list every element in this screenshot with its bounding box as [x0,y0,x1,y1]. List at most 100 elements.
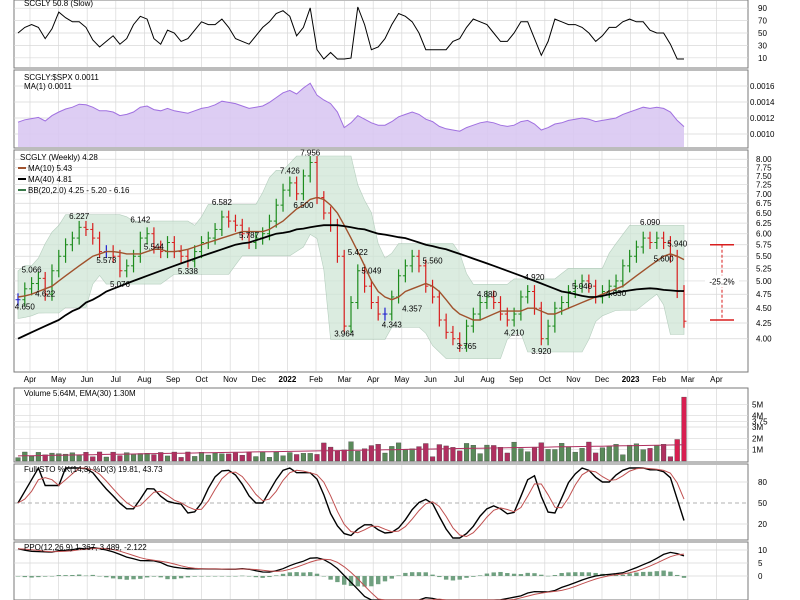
ppo-label: PPO(12,26,9) 1.367, 3.489, -2.122 [24,543,147,552]
ppo-histogram-bar [144,576,150,578]
x-axis-tick-label: Sep [509,375,524,384]
price-annotation: 6.227 [69,212,90,221]
ppo-histogram-bar [151,576,157,577]
volume-bar [477,453,483,462]
ppo-histogram-bar [185,576,191,578]
volume-bar [56,453,62,462]
volume-bar [633,443,639,462]
volume-bar [491,445,497,462]
price-tick-label: 4.50 [756,304,772,313]
volume-bar [430,456,436,462]
price-annotation: 4.880 [477,290,498,299]
price-annotation: 3.765 [457,342,478,351]
x-axis-tick-label: Jul [454,375,464,384]
volume-tick-label: 2M [752,434,763,443]
volume-bar [620,454,626,462]
ppo-histogram-bar [457,576,462,580]
volume-bar [334,450,340,462]
ppo-histogram-bar [76,574,82,576]
volume-bar [586,441,592,462]
x-axis-tick-label: May [51,375,66,384]
price-annotation: 5.787 [239,231,260,240]
volume-bar [409,448,415,462]
price-annotation: 4.357 [402,304,423,313]
x-axis-tick-label: Apr [24,375,37,384]
volume-bar [559,443,565,462]
price-tick-label: 7.00 [756,190,772,199]
ppo-histogram-bar [396,575,401,576]
price-tick-label: 6.25 [756,219,772,228]
volume-bar [63,453,69,462]
price-annotation: 6.582 [212,198,233,207]
volume-bar [300,453,306,462]
relative-line [17,82,685,132]
ppo-histogram-bar [416,572,422,576]
volume-bar [232,452,239,462]
ppo-histogram-bar [342,576,347,585]
volume-bar [463,443,470,462]
ppo-histogram-bar [260,576,265,578]
volume-bar [470,445,476,462]
volume-tick-label: 3.75 [752,417,768,426]
volume-bar [137,453,143,462]
x-axis-tick-label: Aug [480,375,494,384]
price-annotation: 5.066 [22,265,43,274]
ppo-histogram-bar [42,576,48,577]
volume-bar [103,456,109,462]
x-axis-tick-label: Aug [137,375,151,384]
volume-bar [226,453,232,462]
sto-tick-label: 50 [758,499,767,508]
ppo-histogram-bar [355,576,360,587]
change-label: -25.2% [709,277,734,286]
rsi-label: SCGLY 50.8 (Slow) [24,0,93,8]
volume-bar [674,439,680,462]
sto-d-line [17,467,685,538]
x-axis-tick-label: 2023 [622,375,640,384]
volume-bar [49,452,55,462]
ppo-histogram-bar [206,576,211,577]
x-axis-tick-label: Dec [252,375,266,384]
price-annotation: 7.426 [280,166,301,175]
volume-bar [518,448,524,462]
ppo-histogram-bar [110,576,116,579]
volume-bar [171,451,177,462]
ppo-histogram-bar [389,576,394,579]
volume-bar [613,444,619,462]
ppo-histogram-bar [586,572,592,576]
volume-label: Volume 5.64M, EMA(30) 1.30M [24,389,136,398]
ppo-histogram-bar [267,576,272,578]
ppo-histogram-bar [450,576,456,581]
volume-bar [681,396,687,462]
volume-bar [497,447,504,462]
volume-bar [457,450,463,462]
rsi-tick-label: 10 [758,54,767,63]
price-annotation: 4.920 [524,273,545,282]
ppo-histogram-bar [573,572,578,576]
volume-bar [423,443,429,462]
volume-bar [511,441,517,462]
volume-bar [328,446,334,462]
volume-bar [83,452,89,462]
ppo-histogram-bar [634,572,639,576]
volume-bar [416,446,422,462]
volume-bar [15,457,21,462]
ppo-histogram-bar [484,573,490,576]
volume-bar [375,444,381,462]
ppo-histogram-bar [97,576,102,577]
sto-tick-label: 20 [758,520,767,529]
panel-rsi [13,0,749,69]
price-annotation: 5.600 [654,255,675,264]
ppo-histogram-bar [22,576,27,578]
price-annotation: 6.090 [640,218,661,227]
volume-bar [606,446,612,462]
ppo-histogram-bar [287,572,293,576]
volume-bar [97,451,103,462]
ppo-histogram-bar [233,576,238,577]
x-axis-tick-label: Mar [681,375,695,384]
volume-bar [341,449,347,462]
price-annotation: 5.338 [178,267,199,276]
volume-bar [22,451,28,462]
ppo-histogram-bar [620,574,626,576]
price-annotation: 5.422 [348,248,369,257]
volume-ema-line [17,444,685,457]
